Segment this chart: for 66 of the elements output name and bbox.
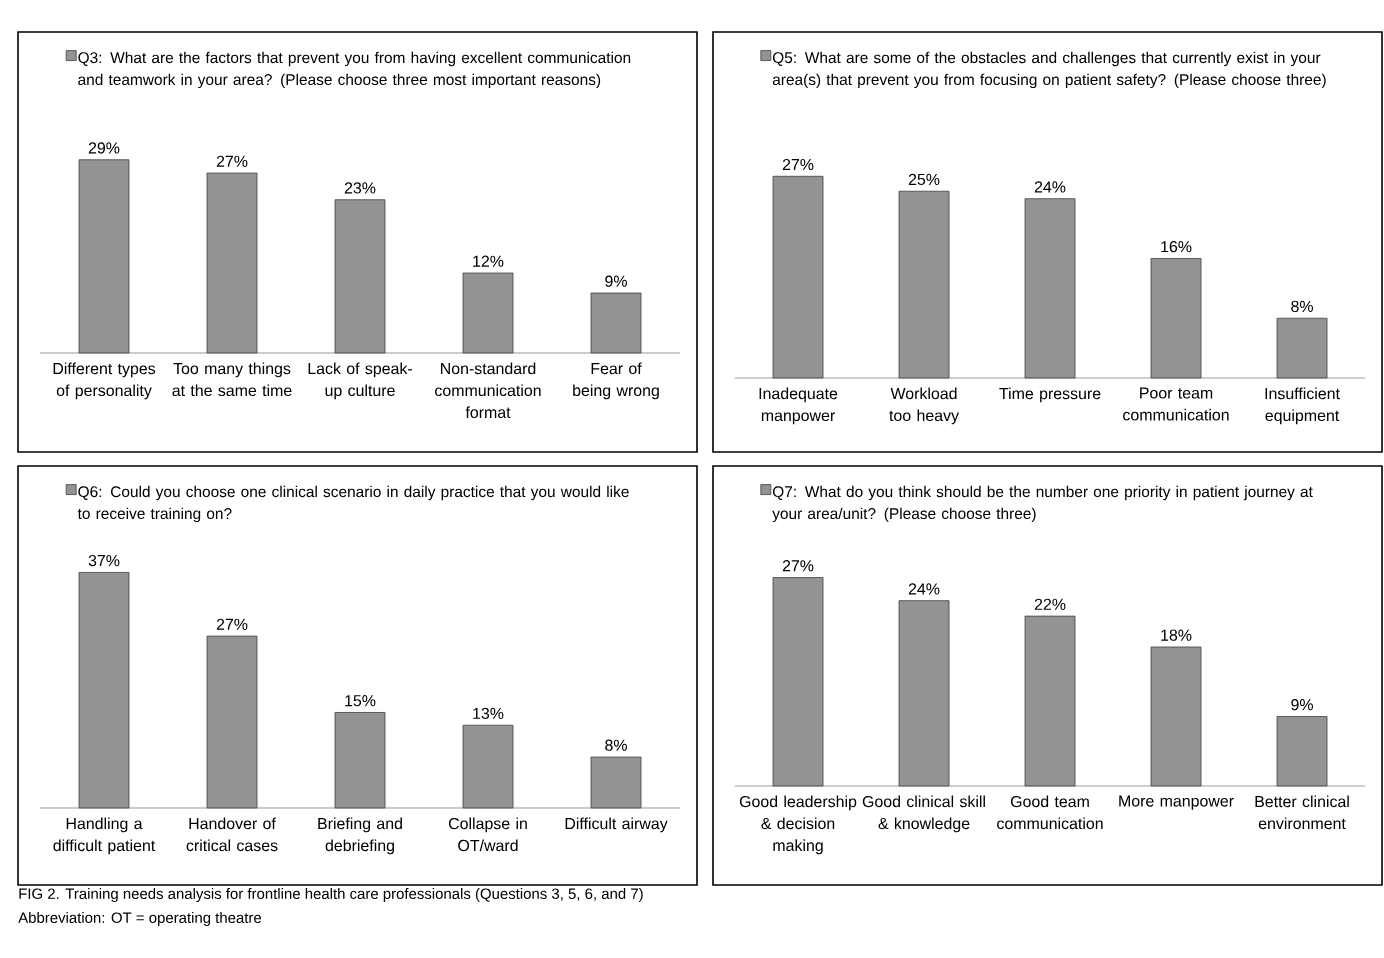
x-tick-label: Different types of personality bbox=[53, 362, 156, 400]
x-tick-label: Workload too heavy bbox=[889, 387, 959, 425]
bar bbox=[78, 572, 130, 809]
data-label: 12% bbox=[473, 255, 504, 267]
legend-label: Q3: What are the factors that prevent you from having excellent communication and teamwork in your area? (Please choose three most important reasons) bbox=[78, 51, 631, 89]
bar bbox=[462, 724, 514, 809]
x-tick-label: Difficult airway bbox=[565, 817, 668, 833]
data-label: 9% bbox=[605, 275, 627, 287]
x-tick-label: Insufficient equipment bbox=[1265, 387, 1340, 425]
bar bbox=[1276, 716, 1328, 787]
data-label: 13% bbox=[473, 707, 504, 720]
bar bbox=[206, 635, 258, 809]
data-label: 8% bbox=[1291, 300, 1313, 313]
data-label: 9% bbox=[1291, 699, 1313, 711]
data-label: 24% bbox=[908, 583, 940, 595]
bar bbox=[1024, 615, 1076, 787]
data-label: 29% bbox=[88, 142, 120, 154]
bar bbox=[590, 292, 642, 354]
bar bbox=[1276, 317, 1328, 379]
x-tick-label: Non-standard communication format bbox=[435, 362, 541, 419]
x-tick-label: Good team communication bbox=[997, 795, 1103, 830]
data-label: 27% bbox=[782, 158, 814, 171]
data-label: 23% bbox=[344, 182, 376, 194]
data-label: 37% bbox=[88, 554, 120, 567]
data-label: 15% bbox=[345, 695, 376, 707]
legend-label: Q7: What do you think should be the number one priority in patient journey at your area/unit? (Please choose three) bbox=[772, 485, 1313, 523]
bar bbox=[772, 175, 824, 379]
x-tick-label: Good clinical skill & knowledge bbox=[862, 795, 985, 833]
bar bbox=[772, 577, 824, 787]
bar bbox=[1024, 198, 1076, 379]
x-tick-label: Lack of speak-up culture bbox=[308, 362, 412, 400]
x-tick-label: Better clinical environment bbox=[1255, 795, 1349, 830]
bar bbox=[78, 159, 130, 354]
data-label: 18% bbox=[1161, 629, 1192, 641]
data-label: 16% bbox=[1161, 240, 1192, 253]
x-tick-label: Handover of critical cases bbox=[186, 817, 278, 852]
bar bbox=[462, 272, 514, 354]
x-tick-label: Good leadership & decision making bbox=[739, 795, 857, 855]
x-tick-label: Collapse in OT/ward bbox=[448, 817, 527, 852]
text: Abbreviation: OT = operating theatre bbox=[18, 912, 262, 926]
legend-label: Q6: Could you choose one clinical scenario in daily practice that you would like to receive training on? bbox=[77, 485, 629, 523]
x-tick-label: Fear of being wrong bbox=[573, 362, 659, 400]
data-label: 25% bbox=[908, 173, 940, 186]
bar bbox=[206, 172, 258, 354]
bar bbox=[898, 190, 950, 379]
data-label: 27% bbox=[782, 560, 814, 572]
bar bbox=[1150, 646, 1202, 787]
bar bbox=[590, 756, 642, 809]
bar bbox=[334, 199, 386, 354]
bar bbox=[1150, 258, 1202, 379]
data-label: 27% bbox=[216, 155, 248, 167]
bar bbox=[898, 600, 950, 787]
x-tick-label: Poor team communication bbox=[1123, 387, 1229, 421]
x-tick-label: More manpower bbox=[1119, 795, 1234, 810]
data-label: 22% bbox=[1034, 598, 1066, 610]
bar bbox=[334, 712, 386, 809]
caption: FIG 2. Training needs analysis for frontline health care professionals (Questions 3, 5, 6, and 7) bbox=[19, 888, 643, 902]
x-tick-label: Briefing and debriefing bbox=[318, 817, 402, 855]
x-tick-label: Inadequate manpower bbox=[759, 387, 838, 425]
x-tick-label: Time pressure bbox=[999, 387, 1101, 403]
data-label: 24% bbox=[1034, 181, 1066, 193]
x-tick-label: Handling a difficult patient bbox=[53, 817, 156, 855]
data-label: 27% bbox=[216, 618, 248, 630]
x-tick-label: Too many things at the same time bbox=[172, 362, 292, 397]
data-label: 8% bbox=[605, 739, 627, 751]
legend-label: Q5: What are some of the obstacles and challenges that currently exist in your area(s) that prevent you from focusing on patient safety? (Please choose three) bbox=[772, 51, 1326, 89]
